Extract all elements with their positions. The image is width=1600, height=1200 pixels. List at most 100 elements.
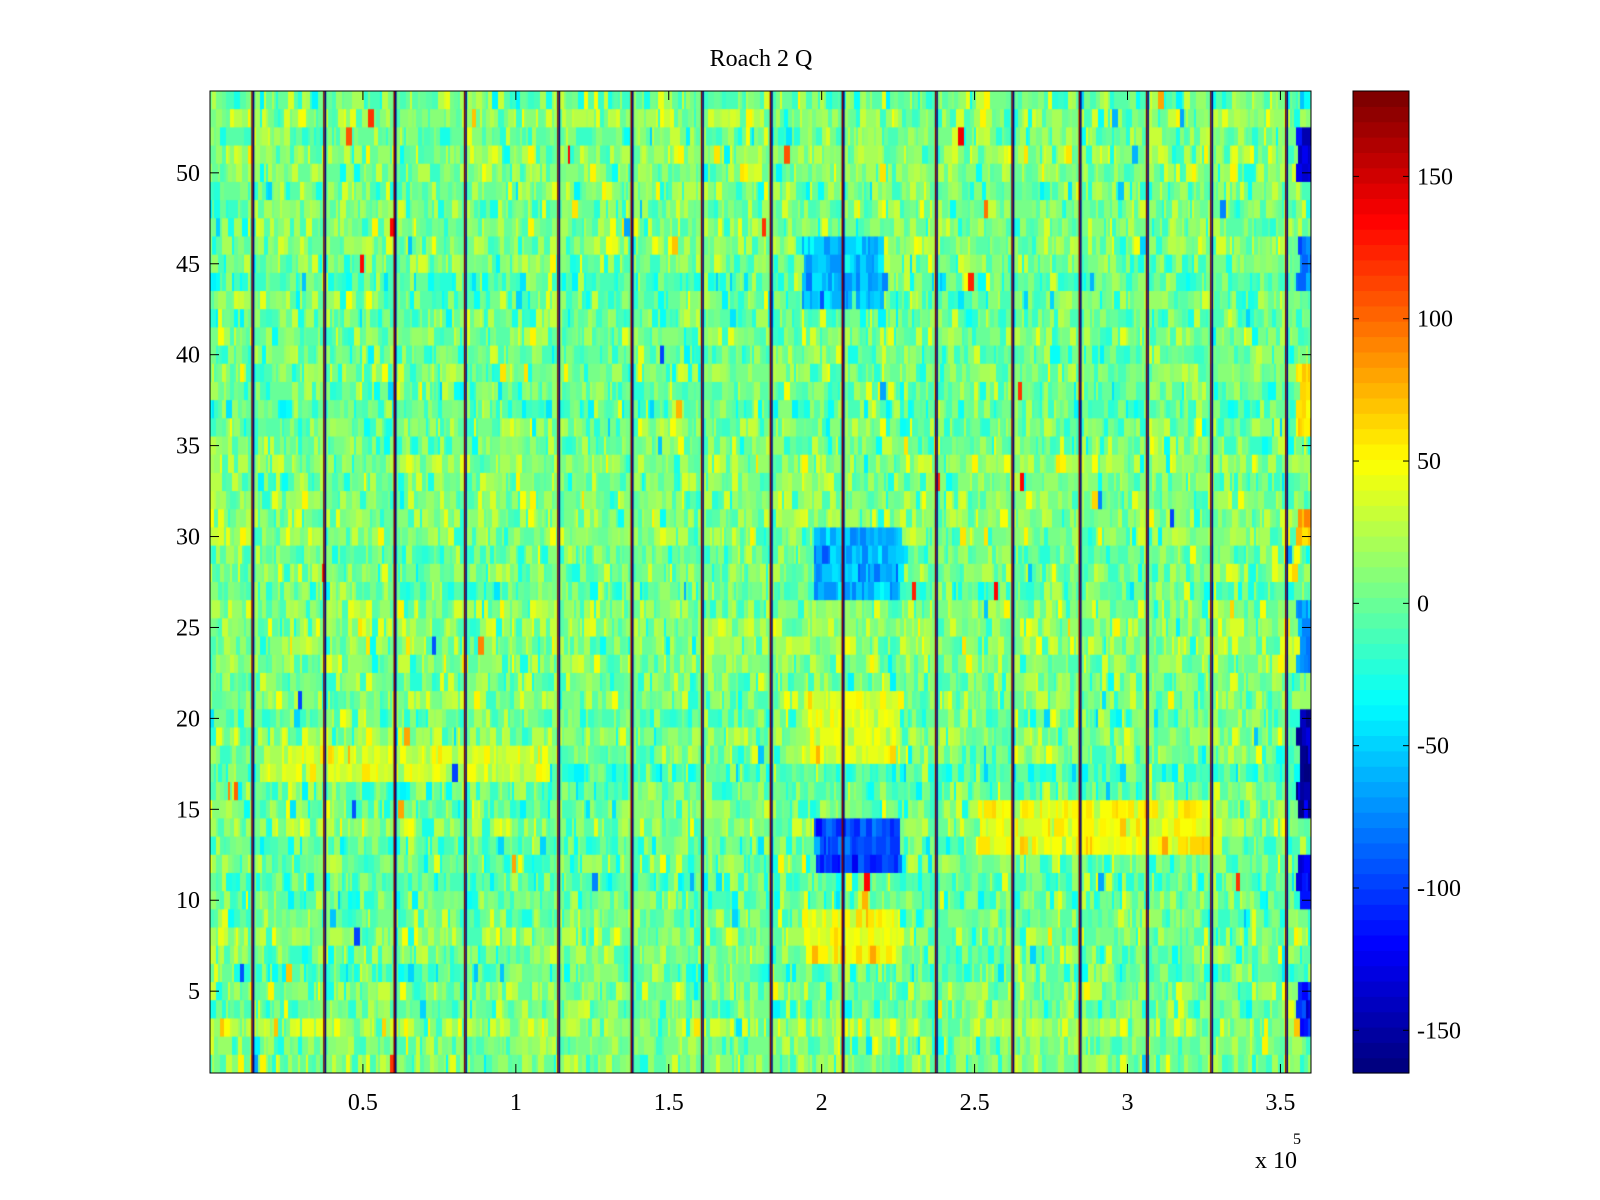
x-tick-label: 3 xyxy=(1122,1090,1134,1116)
y-axis: 5 10 15 20 25 30 35 40 45 50 xyxy=(176,161,1311,1005)
colorbar xyxy=(1352,90,1410,1074)
x-exponent-base: x 10 xyxy=(1255,1148,1297,1174)
colorbar-band xyxy=(1353,1057,1409,1074)
y-tick-label: 5 xyxy=(188,979,200,1005)
y-tick-label: 20 xyxy=(176,706,200,732)
colorbar-band xyxy=(1353,904,1409,921)
colorbar-band xyxy=(1353,766,1409,783)
y-tick-label: 50 xyxy=(176,161,200,187)
colorbar-band xyxy=(1353,351,1409,368)
colorbar-band xyxy=(1353,275,1409,292)
colorbar-band xyxy=(1353,167,1409,184)
colorbar-band xyxy=(1353,106,1409,123)
colorbar-band xyxy=(1353,1026,1409,1043)
colorbar-band xyxy=(1353,858,1409,875)
colorbar-band xyxy=(1353,229,1409,246)
colorbar-band xyxy=(1353,382,1409,399)
colorbar-tick-label: 100 xyxy=(1417,307,1453,333)
colorbar-tick-label: 0 xyxy=(1417,591,1429,617)
x-tick-label: 1.5 xyxy=(654,1090,684,1116)
heatmap-image xyxy=(210,91,1311,1073)
colorbar-band xyxy=(1353,535,1409,552)
colorbar-band xyxy=(1353,919,1409,936)
colorbar-band xyxy=(1353,520,1409,537)
x-tick-label: 1 xyxy=(510,1090,522,1116)
x-axis-exponent: x 10 5 xyxy=(1255,1131,1301,1174)
colorbar-tick-label: 50 xyxy=(1417,449,1441,475)
colorbar-band xyxy=(1353,489,1409,506)
y-tick-label: 35 xyxy=(176,434,200,460)
colorbar-band xyxy=(1353,397,1409,414)
x-tick-label: 3.5 xyxy=(1265,1090,1295,1116)
colorbar-band xyxy=(1353,827,1409,844)
colorbar-band xyxy=(1353,198,1409,215)
colorbar-band xyxy=(1353,888,1409,905)
colorbar-band xyxy=(1353,996,1409,1013)
colorbar-band xyxy=(1353,720,1409,737)
colorbar-band xyxy=(1353,643,1409,660)
colorbar-band xyxy=(1353,781,1409,798)
colorbar-band xyxy=(1353,812,1409,829)
colorbar-band xyxy=(1353,213,1409,230)
colorbar-band xyxy=(1353,582,1409,598)
colorbar-band xyxy=(1353,305,1409,322)
colorbar-band xyxy=(1353,259,1409,276)
plot-frame xyxy=(209,90,1312,1074)
x-tick-label: 0.5 xyxy=(348,1090,378,1116)
y-tick-label: 30 xyxy=(176,525,200,551)
x-axis: 0.5 1 1.5 2 2.5 3 3.5 xyxy=(348,91,1295,1116)
colorbar-band xyxy=(1353,704,1409,721)
colorbar-band xyxy=(1353,873,1409,890)
x-tick-label: 2.5 xyxy=(960,1090,990,1116)
x-tick-label: 2 xyxy=(816,1090,828,1116)
colorbar-band xyxy=(1353,658,1409,675)
colorbar-band xyxy=(1353,612,1409,629)
colorbar-band xyxy=(1353,689,1409,706)
y-tick-label: 10 xyxy=(176,888,200,914)
colorbar-band xyxy=(1353,137,1409,153)
colorbar-band xyxy=(1353,321,1409,338)
heatmap-layer xyxy=(210,91,1311,1073)
colorbar-band xyxy=(1353,551,1409,568)
colorbar-band xyxy=(1353,459,1409,476)
colorbar-band xyxy=(1353,735,1409,752)
colorbar-band xyxy=(1353,934,1409,951)
colorbar-tick-label: 150 xyxy=(1417,164,1453,190)
y-tick-label: 25 xyxy=(176,615,200,641)
colorbar-band xyxy=(1353,183,1409,200)
colorbar-band xyxy=(1353,336,1409,353)
colorbar-band xyxy=(1353,474,1409,491)
colorbar-band xyxy=(1353,428,1409,445)
colorbar-band xyxy=(1353,367,1409,384)
colorbar-band xyxy=(1353,842,1409,859)
colorbar-band xyxy=(1353,965,1409,982)
colorbar-tick-label: -50 xyxy=(1417,734,1449,760)
colorbar-band xyxy=(1353,796,1409,813)
colorbar-band xyxy=(1353,1011,1409,1028)
y-tick-label: 40 xyxy=(176,343,200,369)
colorbar-band xyxy=(1353,121,1409,138)
colorbar-band xyxy=(1353,505,1409,522)
chart-title: Roach 2 Q xyxy=(710,46,813,72)
colorbar-band xyxy=(1353,674,1409,691)
colorbar-band xyxy=(1353,566,1409,583)
y-tick-label: 45 xyxy=(176,252,200,278)
colorbar-band xyxy=(1353,950,1409,967)
colorbar-band xyxy=(1353,980,1409,997)
colorbar-band xyxy=(1353,1042,1409,1059)
colorbar-band xyxy=(1353,244,1409,261)
colorbar-axis: 150 100 50 0 -50 -100 -150 xyxy=(1353,164,1461,1044)
colorbar-band xyxy=(1353,290,1409,307)
colorbar-band xyxy=(1353,91,1409,107)
colorbar-band xyxy=(1353,628,1409,644)
colorbar-frame xyxy=(1352,90,1410,1074)
y-tick-label: 15 xyxy=(176,797,200,823)
colorbar-band xyxy=(1353,152,1409,169)
colorbar-tick-label: -150 xyxy=(1417,1018,1461,1044)
colorbar-band xyxy=(1353,597,1409,614)
colorbar-band xyxy=(1353,750,1409,767)
x-exponent-power: 5 xyxy=(1293,1131,1301,1148)
colorbar-band xyxy=(1353,413,1409,430)
